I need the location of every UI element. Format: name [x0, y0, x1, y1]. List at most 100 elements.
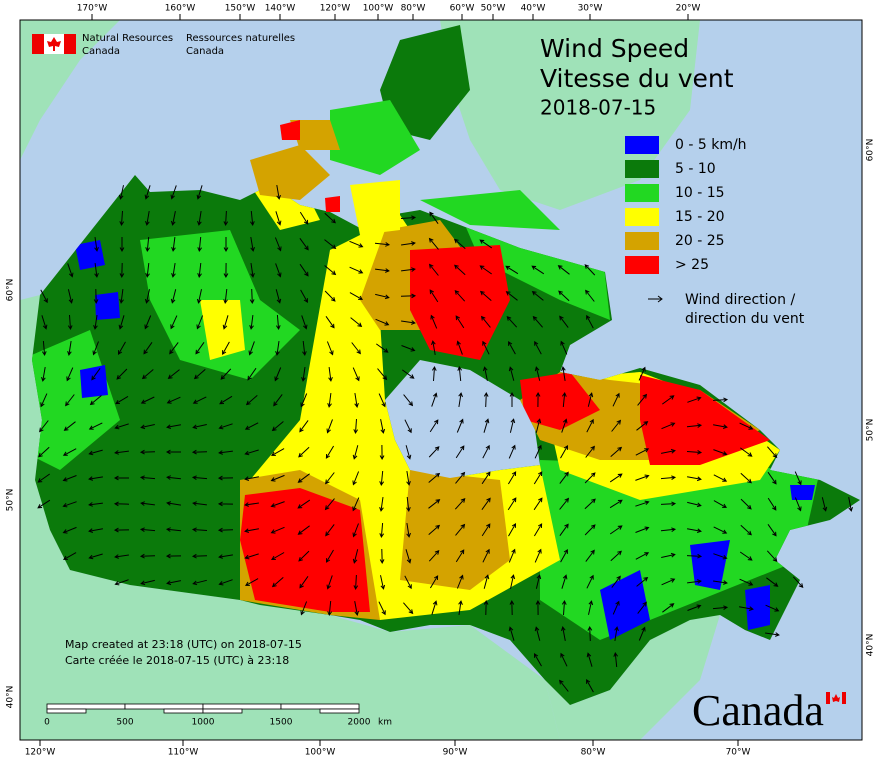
legend-label: > 25 — [675, 257, 709, 273]
legend-label: 5 - 10 — [675, 161, 716, 177]
zone — [75, 240, 105, 270]
lon-label: 90°W — [443, 748, 468, 758]
legend-label: 15 - 20 — [675, 209, 725, 225]
scale-bar: 0 500 1000 1500 2000 km — [44, 703, 392, 728]
scale-unit: km — [378, 718, 392, 728]
island — [290, 120, 340, 150]
island — [420, 190, 560, 230]
graticule: 170°W 160°W 150°W 140°W 120°W 100°W 80°W 60°W 50… — [6, 4, 876, 758]
zone — [600, 570, 650, 640]
agency-fr: Ressources naturelles — [186, 33, 295, 44]
usa-east — [545, 615, 720, 740]
lon-label: 50°W — [481, 4, 506, 14]
zone — [690, 540, 730, 590]
lon-label: 80°W — [401, 4, 426, 14]
scale-segment — [46, 703, 126, 710]
lat-label: 40°N — [6, 686, 16, 709]
zone — [410, 245, 510, 360]
scale-segment — [163, 708, 204, 714]
scale-label: 0 — [44, 718, 50, 728]
flag-bar — [64, 34, 76, 54]
legend-label: 20 - 25 — [675, 233, 725, 249]
legend-swatch — [625, 136, 659, 154]
lon-label: 160°W — [165, 4, 196, 14]
lon-label: 40°W — [521, 4, 546, 14]
flag-bar — [32, 34, 44, 54]
scale-label: 500 — [116, 718, 133, 728]
lon-label: 100°W — [305, 748, 336, 758]
legend-direction: Wind direction / — [685, 292, 795, 308]
title-date: 2018-07-15 — [540, 96, 656, 120]
scale-label: 2000 — [348, 718, 371, 728]
title-en: Wind Speed — [540, 34, 689, 63]
zone — [200, 300, 245, 360]
lon-label: 150°W — [225, 4, 256, 14]
scale-segment — [202, 708, 243, 714]
island — [250, 145, 330, 200]
legend: 0 - 5 km/h 5 - 10 10 - 15 15 - 20 20 - 25 > 2… — [625, 136, 747, 274]
lat-label: 60°N — [6, 279, 16, 302]
legend-swatch — [625, 232, 659, 250]
lon-label: 120°W — [25, 748, 56, 758]
flag-bar — [842, 692, 846, 704]
legend-swatch — [625, 256, 659, 274]
lat-label: 50°N — [866, 419, 876, 442]
usa — [20, 295, 560, 740]
lon-label: 60°W — [450, 4, 475, 14]
lon-label: 20°W — [676, 4, 701, 14]
canada-wordmark: Canada — [692, 686, 846, 735]
lat-label: 50°N — [6, 489, 16, 512]
scale-label: 1000 — [192, 718, 215, 728]
land — [20, 20, 120, 160]
scale-segment — [202, 703, 282, 710]
footer-note: Map created at 23:18 (UTC) on 2018-07-15 — [65, 638, 302, 651]
legend-label: 0 - 5 km/h — [675, 137, 747, 153]
legend-direction: direction du vent — [685, 311, 805, 327]
agency-en: Canada — [82, 46, 120, 57]
wind-arrows — [37, 185, 853, 693]
arctic-islands — [250, 25, 560, 235]
nrcan-logo: Natural Resources Canada Ressources natu… — [32, 33, 295, 57]
lon-label: 170°W — [77, 4, 108, 14]
lon-label: 80°W — [581, 748, 606, 758]
maple-leaf — [47, 37, 61, 51]
legend-swatch — [625, 208, 659, 226]
lon-label: 110°W — [168, 748, 199, 758]
lon-label: 70°W — [726, 748, 751, 758]
flag-bar — [826, 692, 830, 704]
agency-en: Natural Resources — [82, 33, 173, 44]
wordmark: Canada — [692, 686, 824, 735]
zone — [80, 365, 108, 398]
agency-fr: Canada — [186, 46, 224, 57]
legend-label: 10 - 15 — [675, 185, 725, 201]
island — [325, 196, 340, 212]
zone — [400, 470, 510, 590]
zone — [520, 372, 600, 430]
lon-label: 140°W — [265, 4, 296, 14]
zone — [790, 485, 815, 500]
lon-label: 30°W — [578, 4, 603, 14]
island — [350, 180, 400, 235]
footer-note: Carte créée le 2018-07-15 (UTC) à 23:18 — [65, 654, 289, 667]
lat-label: 40°N — [866, 634, 876, 657]
scale-segment — [280, 703, 360, 710]
hudson-bay — [385, 360, 540, 478]
island — [330, 100, 420, 175]
legend-swatch — [625, 160, 659, 178]
legend-swatch — [625, 184, 659, 202]
zone — [95, 292, 120, 320]
frame — [19, 19, 863, 741]
scale-segment — [124, 703, 204, 710]
maple-leaf — [832, 694, 840, 702]
legend-arrow — [648, 295, 663, 303]
lon-label: 120°W — [320, 4, 351, 14]
island — [280, 120, 300, 140]
title-fr: Vitesse du vent — [540, 64, 734, 93]
island — [380, 25, 470, 140]
lon-label: 100°W — [363, 4, 394, 14]
scale-segment — [319, 708, 360, 714]
zone — [240, 488, 370, 612]
scale-segment — [46, 708, 87, 714]
lat-label: 60°N — [866, 139, 876, 162]
